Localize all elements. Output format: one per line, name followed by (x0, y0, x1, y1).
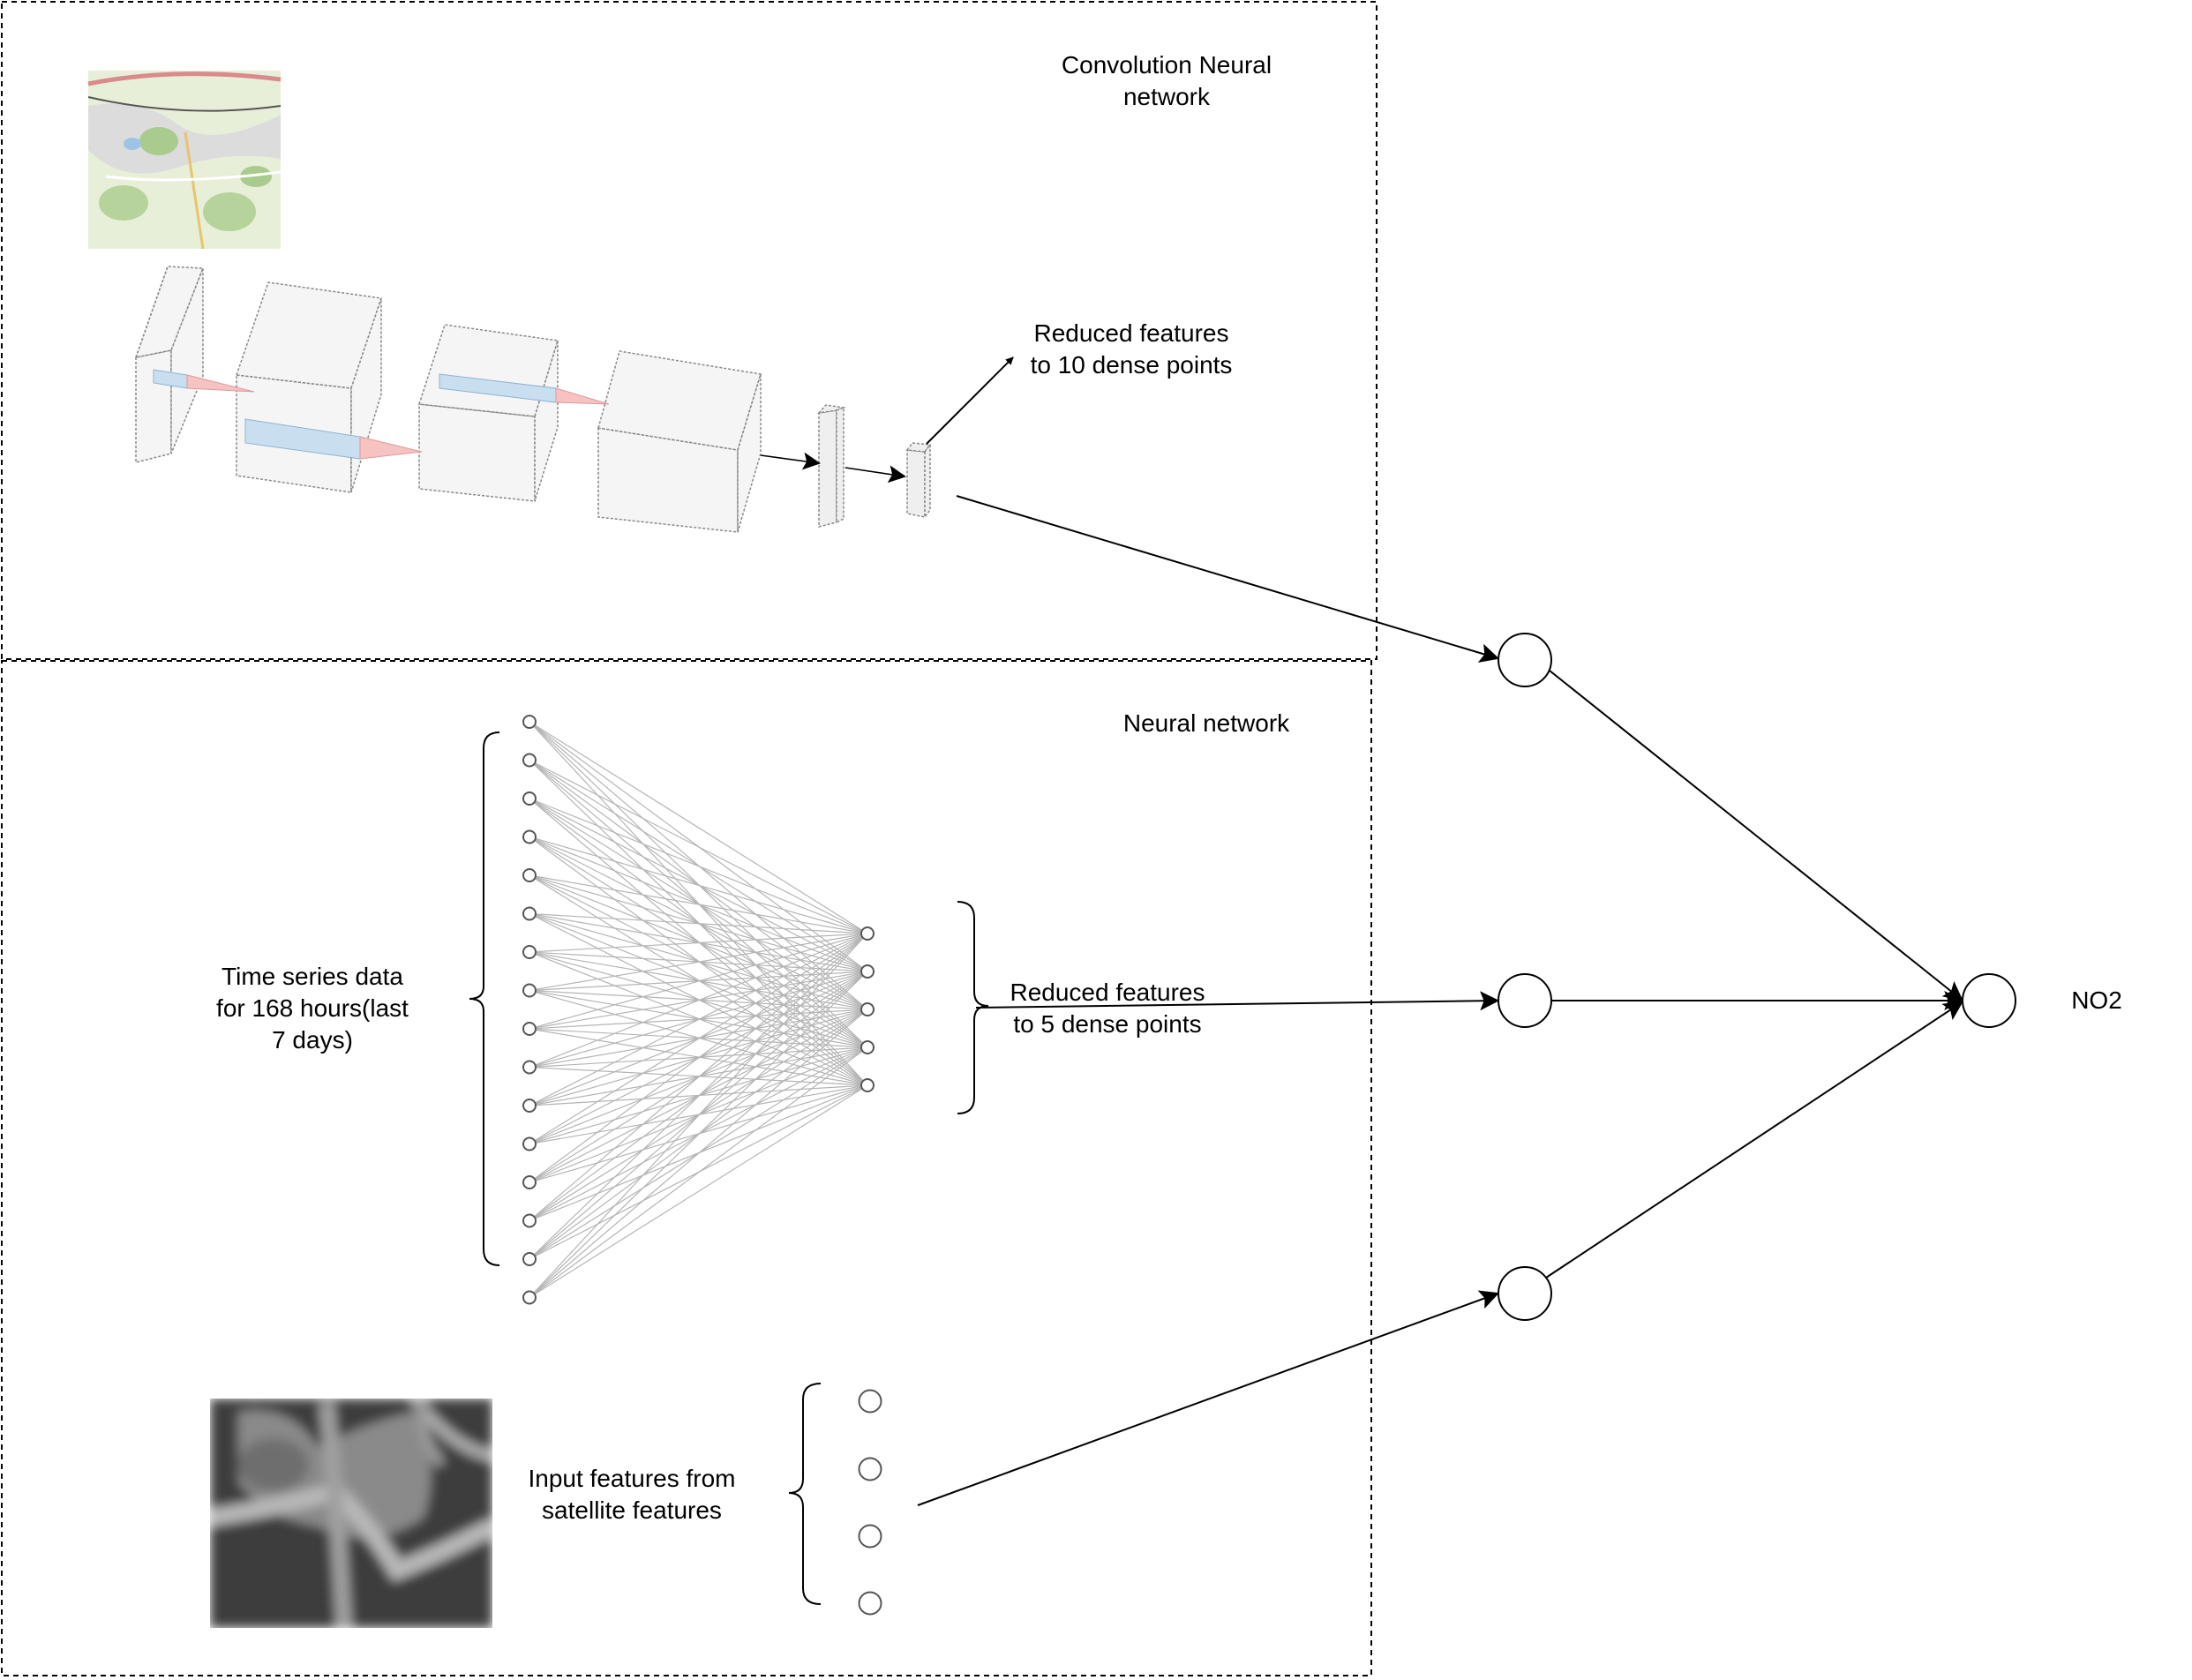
cnn-flow-arrow-2 (845, 465, 906, 484)
nn-input-node (522, 983, 537, 998)
cnn-layer-3 (418, 324, 559, 502)
satellite-merge-node (1498, 1266, 1552, 1321)
nn-connection (529, 1009, 868, 1298)
nn-output-node (860, 1002, 875, 1016)
nn-connection (529, 759, 868, 934)
nn-input-node (522, 791, 537, 806)
nn-input-node (522, 906, 537, 921)
no2-output-node (1962, 973, 2016, 1028)
nn-connection (529, 874, 868, 934)
nn-connection (529, 933, 868, 1069)
satellite-label-line2: satellite features (542, 1496, 722, 1524)
satellite-feature-node (858, 1389, 882, 1414)
nn-connection (529, 1084, 868, 1299)
nn-input-node (522, 1022, 537, 1036)
nn-input-node (522, 1175, 537, 1189)
nn-input-node (522, 945, 537, 959)
satellite-feature-node (858, 1457, 882, 1481)
cnn-kernel-2 (244, 418, 423, 460)
nn-input-node (522, 753, 537, 768)
nn-input-line2: for 168 hours(last (216, 994, 409, 1022)
nn-to-merge-arrow (975, 991, 1500, 1011)
nn-input-node (522, 1060, 537, 1075)
nn-connection (529, 933, 868, 1145)
satellite-to-merge-arrow (917, 1290, 1500, 1506)
cnn-merge-node (1498, 633, 1552, 687)
nn-connection (529, 971, 868, 1298)
nn-input-node (522, 1136, 537, 1151)
nn-input-node (522, 1099, 537, 1113)
nn-input-line1: Time series data (221, 963, 403, 990)
satellite-merge-to-output-arrow (1545, 1001, 1963, 1279)
nn-section-box (1, 660, 1372, 1676)
nn-input-node (522, 1290, 537, 1305)
nn-input-node (522, 1213, 537, 1228)
satellite-feature-node (858, 1524, 882, 1549)
nn-input-layer (522, 715, 537, 1305)
cnn-reduced-line2: to 10 dense points (1031, 351, 1233, 379)
cnn-flow-arrow-1 (760, 452, 821, 470)
nn-input-node (522, 1252, 537, 1266)
nn-connection (529, 798, 868, 934)
input-brace (469, 731, 500, 1266)
nn-connection (529, 721, 868, 934)
cnn-kernel-3 (439, 373, 610, 405)
nn-merge-node (1498, 973, 1552, 1028)
nn-connection (529, 933, 868, 1183)
nn-output-node (860, 1078, 875, 1092)
nn-reduced-line2: to 5 dense points (1013, 1010, 1201, 1038)
nn-connection (529, 933, 868, 1106)
cnn-dense-1 (817, 404, 846, 528)
nn-input-node (522, 715, 537, 729)
nn-reduced-line1: Reduced features (1010, 979, 1205, 1006)
cnn-layer-1 (134, 266, 205, 463)
nn-connection (529, 933, 868, 1221)
nn-input-line3: 7 days) (272, 1026, 353, 1054)
nn-output-node (860, 1040, 875, 1054)
cnn-to-merge-arrow (956, 495, 1500, 663)
satellite-grayscale-image (210, 1399, 492, 1628)
cnn-section-box (1, 1, 1378, 660)
nn-connection (529, 933, 868, 1260)
cnn-reduced-line1: Reduced features (1033, 319, 1228, 347)
cnn-reduced-arrow (926, 356, 1014, 445)
nn-connection (529, 933, 868, 1298)
satellite-feature-node (858, 1591, 882, 1616)
nn-connection (529, 933, 868, 953)
no2-label: NO2 (2071, 986, 2122, 1014)
cnn-title-line1: Convolution Neural (1062, 51, 1272, 79)
nn-connection-lines (529, 721, 868, 1299)
satellite-brace (788, 1383, 822, 1605)
nn-title: Neural network (1123, 709, 1290, 737)
nn-input-node (522, 829, 537, 844)
nn-connection (529, 1046, 868, 1298)
nn-output-node (860, 926, 875, 941)
nn-connection (529, 912, 868, 934)
output-brace (957, 901, 989, 1114)
nn-input-node (522, 868, 537, 882)
nn-output-layer (860, 926, 875, 1092)
nn-connection (529, 933, 868, 1030)
nn-output-node (860, 964, 875, 979)
map-thumbnail-image (87, 71, 282, 250)
cnn-layer-2 (235, 281, 382, 493)
cnn-merge-to-output-arrow (1549, 670, 1963, 1001)
cnn-dense-2 (905, 442, 932, 520)
cnn-title-line2: network (1123, 83, 1211, 110)
satellite-label-line1: Input features from (528, 1465, 735, 1492)
cnn-kernel-1 (153, 369, 255, 393)
cnn-layer-4 (597, 350, 762, 533)
nn-connection (529, 933, 868, 992)
nn-connection (529, 836, 868, 934)
